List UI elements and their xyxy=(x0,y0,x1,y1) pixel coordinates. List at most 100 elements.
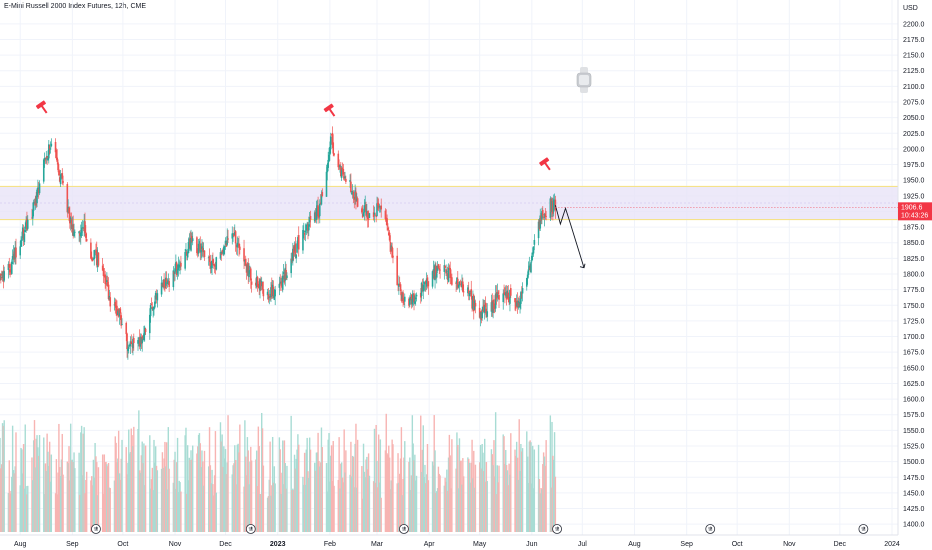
candle[interactable] xyxy=(243,239,245,269)
volume-bar[interactable] xyxy=(33,420,36,532)
volume-bar[interactable] xyxy=(107,462,110,532)
candle[interactable] xyxy=(260,277,263,291)
volume-bar[interactable] xyxy=(85,479,87,532)
candle[interactable] xyxy=(342,163,345,180)
candle[interactable] xyxy=(502,289,505,310)
candle[interactable] xyxy=(377,197,379,211)
candle[interactable] xyxy=(528,256,531,271)
volume-bar[interactable] xyxy=(59,467,61,532)
volume-bar[interactable] xyxy=(378,482,381,532)
candle[interactable] xyxy=(373,206,376,223)
candle[interactable] xyxy=(185,242,187,253)
volume-bar[interactable] xyxy=(185,427,187,532)
volume-bar[interactable] xyxy=(143,443,145,532)
volume-bar[interactable] xyxy=(223,458,226,532)
volume-bar[interactable] xyxy=(551,421,553,532)
volume-bar[interactable] xyxy=(69,480,71,532)
volume-bar[interactable] xyxy=(26,494,28,532)
volume-bar[interactable] xyxy=(470,462,472,532)
volume-bar[interactable] xyxy=(128,429,130,532)
candle[interactable] xyxy=(69,206,71,229)
volume-bar[interactable] xyxy=(526,456,529,532)
volume-bar[interactable] xyxy=(0,468,2,532)
volume-bar[interactable] xyxy=(448,434,451,532)
volume-bar[interactable] xyxy=(350,441,352,532)
volume-bar[interactable] xyxy=(493,440,495,532)
volume-bar[interactable] xyxy=(296,449,298,532)
candle[interactable] xyxy=(472,290,474,311)
volume-bar[interactable] xyxy=(161,452,164,532)
volume-bar[interactable] xyxy=(409,490,412,532)
volume-bar[interactable] xyxy=(374,482,377,532)
volume-bar[interactable] xyxy=(415,475,418,532)
candle[interactable] xyxy=(168,278,170,293)
volume-bar[interactable] xyxy=(192,445,194,532)
candle[interactable] xyxy=(33,199,36,206)
candle[interactable] xyxy=(340,161,342,178)
volume-bar[interactable] xyxy=(446,469,448,532)
volume-bar[interactable] xyxy=(267,496,270,532)
candle[interactable] xyxy=(237,238,239,247)
candle[interactable] xyxy=(186,248,189,261)
dividend-marker-icon[interactable] xyxy=(705,524,716,534)
candle[interactable] xyxy=(330,133,333,136)
volume-bar[interactable] xyxy=(388,457,391,532)
candle[interactable] xyxy=(141,336,144,352)
volume-bar[interactable] xyxy=(552,455,554,532)
candle[interactable] xyxy=(138,336,140,347)
volume-bar[interactable] xyxy=(510,433,512,532)
volume-bar[interactable] xyxy=(506,470,509,532)
candle[interactable] xyxy=(402,290,404,307)
volume-bar[interactable] xyxy=(304,484,307,532)
candle[interactable] xyxy=(104,270,106,289)
time-axis[interactable]: Aug Sep Oct Nov Dec 2023 Feb Mar Apr May Jun Jul Aug… xyxy=(0,534,900,548)
volume-bar[interactable] xyxy=(141,441,143,532)
volume-bar[interactable] xyxy=(266,497,269,532)
candle[interactable] xyxy=(283,269,286,285)
candle[interactable] xyxy=(189,231,191,250)
candle[interactable] xyxy=(467,284,469,297)
dividend-marker-icon[interactable] xyxy=(858,524,869,534)
candle[interactable] xyxy=(331,126,334,149)
candle[interactable] xyxy=(95,241,98,268)
volume-bar[interactable] xyxy=(514,449,516,532)
volume-bar[interactable] xyxy=(13,473,16,532)
candle[interactable] xyxy=(118,307,121,325)
candle[interactable] xyxy=(50,138,53,148)
candle[interactable] xyxy=(109,292,112,312)
volume-bar[interactable] xyxy=(239,424,241,532)
candle[interactable] xyxy=(15,238,17,265)
volume-bar[interactable] xyxy=(478,462,481,532)
candle[interactable] xyxy=(449,261,452,285)
volume-bar[interactable] xyxy=(303,452,306,532)
volume-bar[interactable] xyxy=(268,479,270,532)
volume-bar[interactable] xyxy=(243,486,245,532)
candle[interactable] xyxy=(472,293,475,320)
candle[interactable] xyxy=(345,175,347,184)
candle[interactable] xyxy=(270,282,272,303)
candle[interactable] xyxy=(372,205,375,221)
volume-bar[interactable] xyxy=(180,491,182,532)
volume-bar[interactable] xyxy=(328,433,330,532)
candle[interactable] xyxy=(427,280,430,295)
candle[interactable] xyxy=(156,289,159,308)
candle[interactable] xyxy=(94,249,96,259)
volume-bar[interactable] xyxy=(103,454,106,532)
volume-bar[interactable] xyxy=(413,460,415,532)
candle[interactable] xyxy=(439,263,441,279)
candle[interactable] xyxy=(520,290,522,310)
volume-bar[interactable] xyxy=(47,451,49,532)
volume-bar[interactable] xyxy=(438,473,440,532)
candle[interactable] xyxy=(484,296,487,315)
volume-bar[interactable] xyxy=(7,492,10,532)
candle[interactable] xyxy=(92,257,95,261)
volume-bar[interactable] xyxy=(520,443,522,532)
candle[interactable] xyxy=(48,139,50,164)
candle[interactable] xyxy=(0,273,1,281)
volume-bar[interactable] xyxy=(457,488,460,532)
volume-bar[interactable] xyxy=(376,460,378,532)
volume-bar[interactable] xyxy=(539,493,541,532)
volume-bar[interactable] xyxy=(78,452,80,532)
candle[interactable] xyxy=(43,152,46,168)
volume-bar[interactable] xyxy=(165,442,168,532)
